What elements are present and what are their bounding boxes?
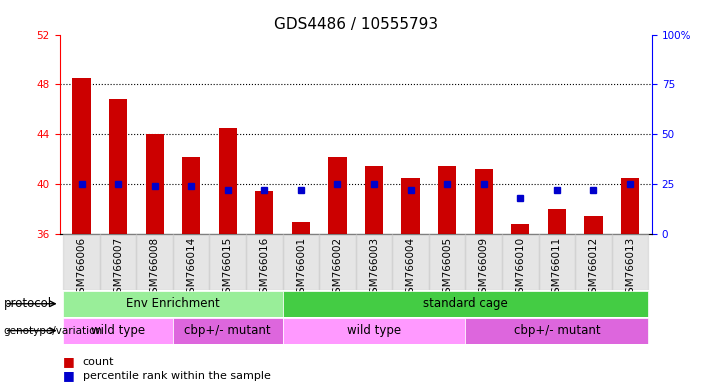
Bar	[100, 234, 137, 290]
Bar	[438, 166, 456, 234]
Bar	[146, 134, 164, 234]
Bar	[63, 291, 283, 317]
Text: protocol: protocol	[4, 297, 52, 310]
Bar	[72, 78, 90, 234]
Bar	[283, 318, 465, 344]
Bar	[219, 128, 237, 234]
Bar	[109, 99, 127, 234]
Bar	[63, 234, 100, 290]
Bar	[255, 190, 273, 234]
Text: wild type: wild type	[347, 324, 401, 337]
Text: GSM766004: GSM766004	[406, 237, 416, 300]
Bar	[393, 234, 429, 290]
Bar	[210, 234, 246, 290]
Text: GSM766001: GSM766001	[296, 237, 306, 300]
Text: cbp+/- mutant: cbp+/- mutant	[514, 324, 600, 337]
Bar	[538, 234, 575, 290]
Text: ■: ■	[63, 355, 75, 368]
Bar	[621, 178, 639, 234]
Text: ■: ■	[63, 369, 75, 382]
Bar	[137, 234, 173, 290]
Bar	[63, 318, 173, 344]
Bar	[511, 224, 529, 234]
Text: GSM766012: GSM766012	[588, 237, 599, 300]
Text: percentile rank within the sample: percentile rank within the sample	[83, 371, 271, 381]
Text: GSM766016: GSM766016	[259, 237, 269, 300]
Bar	[465, 318, 648, 344]
Bar	[585, 215, 603, 234]
Text: GSM766015: GSM766015	[223, 237, 233, 300]
Text: GSM766007: GSM766007	[113, 237, 123, 300]
Bar	[365, 166, 383, 234]
Bar	[429, 234, 465, 290]
Bar	[547, 209, 566, 234]
Bar	[283, 234, 319, 290]
Bar	[502, 234, 538, 290]
Text: standard cage: standard cage	[423, 297, 508, 310]
Title: GDS4486 / 10555793: GDS4486 / 10555793	[273, 17, 438, 32]
Bar	[173, 234, 210, 290]
Bar	[319, 234, 355, 290]
Text: GSM766011: GSM766011	[552, 237, 562, 300]
Bar	[173, 318, 283, 344]
Bar	[246, 234, 283, 290]
Bar	[575, 234, 612, 290]
Text: cbp+/- mutant: cbp+/- mutant	[184, 324, 271, 337]
Text: GSM766003: GSM766003	[369, 237, 379, 300]
Bar	[475, 169, 493, 234]
Bar	[283, 291, 648, 317]
Bar	[465, 234, 502, 290]
Text: genotype/variation: genotype/variation	[4, 326, 102, 336]
Bar	[328, 157, 346, 234]
Bar	[355, 234, 393, 290]
Bar	[182, 157, 200, 234]
Text: GSM766005: GSM766005	[442, 237, 452, 300]
Text: Env Enrichment: Env Enrichment	[126, 297, 220, 310]
Text: GSM766009: GSM766009	[479, 237, 489, 300]
Text: GSM766006: GSM766006	[76, 237, 86, 300]
Text: GSM766010: GSM766010	[515, 237, 525, 300]
Text: count: count	[83, 357, 114, 367]
Bar	[402, 178, 420, 234]
Text: GSM766014: GSM766014	[186, 237, 196, 300]
Text: GSM766008: GSM766008	[149, 237, 160, 300]
Text: GSM766013: GSM766013	[625, 237, 635, 300]
Bar	[292, 222, 310, 234]
Text: GSM766002: GSM766002	[332, 237, 343, 300]
Bar	[612, 234, 648, 290]
Text: wild type: wild type	[91, 324, 145, 337]
